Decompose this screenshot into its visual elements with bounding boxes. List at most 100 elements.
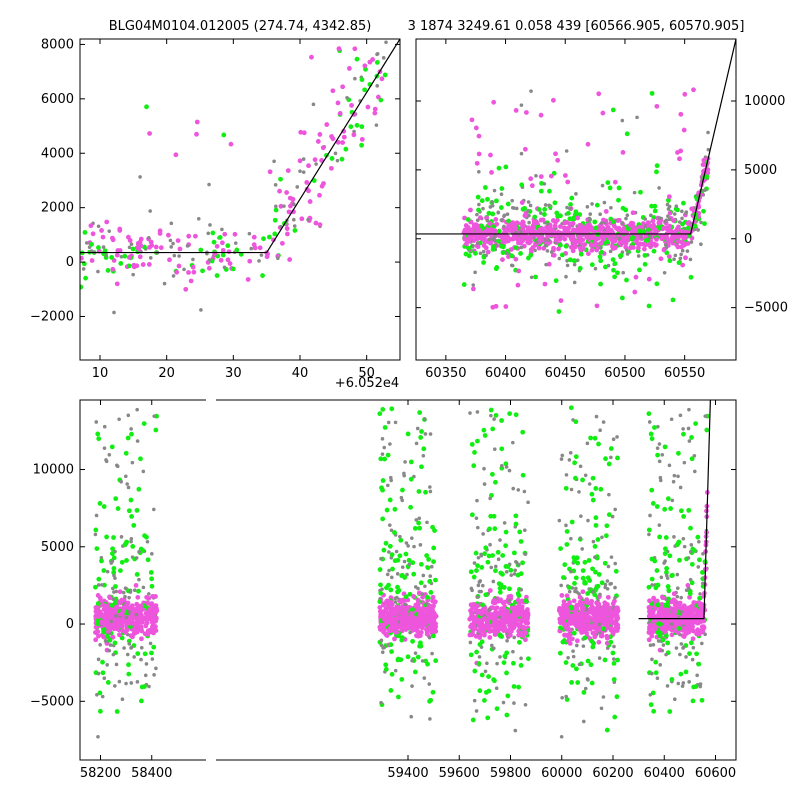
data-point <box>471 463 477 469</box>
data-point <box>682 544 687 549</box>
data-point <box>136 604 142 610</box>
data-point <box>495 661 499 666</box>
data-point <box>694 631 700 637</box>
data-point <box>522 489 527 494</box>
data-point <box>312 157 318 163</box>
data-point <box>389 406 395 412</box>
data-point <box>665 603 671 609</box>
data-point <box>658 475 663 480</box>
data-point <box>504 670 509 676</box>
data-point <box>669 573 675 579</box>
data-point <box>660 595 666 601</box>
data-point <box>207 182 211 187</box>
data-point <box>667 210 673 216</box>
data-point <box>544 262 548 267</box>
data-point <box>569 487 574 492</box>
data-point <box>502 653 508 659</box>
data-point <box>362 87 368 93</box>
data-point <box>646 411 652 417</box>
data-point <box>194 119 200 125</box>
data-point <box>485 249 491 255</box>
data-point <box>580 575 586 581</box>
data-point <box>514 206 519 211</box>
data-point <box>99 558 104 564</box>
data-point <box>646 242 652 248</box>
data-point <box>138 698 144 704</box>
data-point <box>608 627 614 633</box>
data-point <box>650 583 654 587</box>
data-point <box>400 598 405 604</box>
data-point <box>594 627 600 633</box>
data-point <box>501 660 507 665</box>
data-point <box>566 585 572 590</box>
data-point <box>652 203 658 209</box>
data-point <box>130 543 136 549</box>
data-point <box>520 472 526 478</box>
data-point <box>551 97 556 103</box>
data-point <box>645 220 651 226</box>
data-point <box>117 632 122 638</box>
data-point <box>96 671 101 676</box>
data-point <box>657 523 662 527</box>
data-point <box>125 652 130 657</box>
data-point <box>286 209 292 215</box>
data-point <box>120 628 126 633</box>
data-point <box>611 223 617 229</box>
data-point <box>613 245 618 251</box>
data-point <box>130 246 136 252</box>
data-point <box>505 564 511 570</box>
data-point <box>100 694 105 699</box>
data-point <box>685 628 691 634</box>
data-point <box>673 602 678 608</box>
data-point <box>129 539 133 544</box>
data-point <box>466 253 472 259</box>
data-point <box>687 407 691 412</box>
data-point <box>411 571 417 577</box>
data-point <box>667 258 673 264</box>
data-point <box>664 225 670 231</box>
data-point <box>598 233 604 239</box>
data-point <box>505 693 511 699</box>
data-point <box>423 432 428 436</box>
data-point <box>651 643 656 647</box>
data-point <box>665 584 671 589</box>
data-point <box>649 556 655 562</box>
data-point <box>661 643 666 647</box>
data-point <box>655 446 660 450</box>
data-point <box>127 620 133 626</box>
data-point <box>566 655 570 660</box>
data-point <box>601 420 606 424</box>
data-point <box>567 613 573 619</box>
data-point <box>517 632 523 638</box>
data-point <box>575 590 579 594</box>
data-point <box>614 628 620 633</box>
data-point <box>198 247 204 253</box>
data-point <box>574 586 578 591</box>
data-point <box>145 557 151 563</box>
data-point <box>513 412 519 418</box>
data-point <box>590 202 594 206</box>
data-point <box>687 594 692 600</box>
data-point <box>585 251 591 257</box>
data-point <box>468 640 473 645</box>
data-point <box>699 697 705 703</box>
data-point <box>89 258 95 263</box>
data-point <box>124 558 129 563</box>
data-point <box>682 91 688 97</box>
data-point <box>654 504 660 509</box>
data-point <box>691 548 697 553</box>
data-point <box>477 202 481 207</box>
data-point <box>648 431 654 437</box>
data-point <box>129 427 133 431</box>
data-point <box>566 210 571 216</box>
data-point <box>675 540 681 546</box>
data-point <box>372 106 378 112</box>
data-point <box>284 226 290 231</box>
data-point <box>511 660 516 666</box>
data-point <box>190 264 196 270</box>
data-point <box>101 245 106 249</box>
data-point <box>572 280 577 285</box>
data-point <box>384 40 388 45</box>
data-point <box>575 258 580 263</box>
data-point <box>580 612 586 618</box>
